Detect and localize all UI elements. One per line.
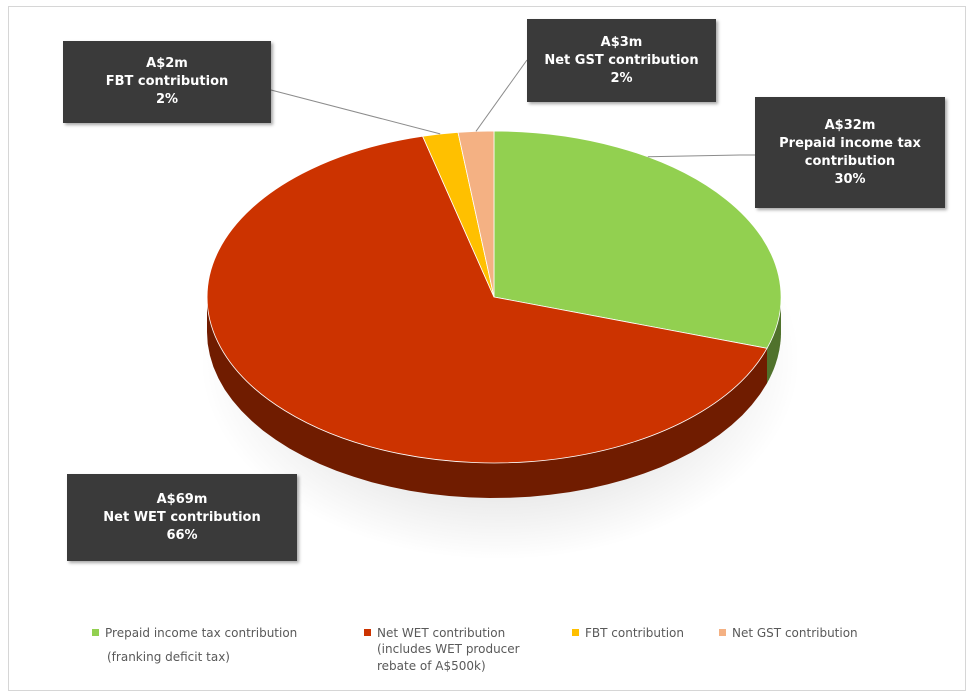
- legend-swatch-gst: [719, 629, 726, 636]
- legend-label-wet: Net WET contribution: [377, 626, 506, 640]
- legend-note-wet-2: rebate of A$500k): [377, 659, 486, 673]
- callout-leader-lines: [270, 59, 755, 158]
- prepaid-label-line1: Prepaid income tax: [779, 135, 921, 151]
- gst-label: Net GST contribution: [544, 52, 699, 68]
- legend-swatch-fbt: [572, 629, 579, 636]
- legend-label-prepaid: Prepaid income tax contribution: [105, 626, 298, 640]
- pie-slice-net-gst-contribution: [457, 130, 495, 298]
- legend-swatch-wet: [364, 629, 371, 636]
- callout-fbt: A$2m FBT contribution 2%: [63, 41, 271, 123]
- prepaid-percent: 30%: [834, 171, 866, 187]
- legend-label-gst: Net GST contribution: [732, 626, 858, 640]
- gst-percent: 2%: [610, 70, 633, 86]
- pie-slices: [206, 130, 782, 464]
- legend-label-fbt: FBT contribution: [585, 626, 685, 640]
- wet-amount: A$69m: [156, 491, 208, 507]
- callout-wet: A$69m Net WET contribution 66%: [67, 474, 297, 561]
- callout-gst: A$3m Net GST contribution 2%: [527, 19, 716, 102]
- pie-side-prepaid-income-tax-contribution: [767, 297, 781, 384]
- wet-percent: 66%: [166, 527, 198, 543]
- legend-item-wet: Net WET contribution: [364, 626, 505, 641]
- legend: Prepaid income tax contribution (frankin…: [92, 626, 952, 690]
- legend-item-fbt: FBT contribution: [572, 626, 684, 641]
- legend-item-prepaid: Prepaid income tax contribution: [92, 626, 297, 641]
- pie-side-net-wet-contribution: [207, 297, 767, 498]
- legend-note-prepaid: (franking deficit tax): [107, 650, 230, 664]
- leader-gst: [475, 59, 528, 132]
- legend-swatch-prepaid: [92, 629, 99, 636]
- legend-item-gst: Net GST contribution: [719, 626, 858, 641]
- leader-prepaid: [647, 154, 755, 158]
- prepaid-label-line2: contribution: [804, 153, 896, 169]
- wet-label: Net WET contribution: [103, 509, 261, 525]
- prepaid-amount: A$32m: [824, 117, 876, 133]
- pie-slice-net-wet-contribution: [206, 135, 768, 464]
- legend-note-wet-1: (includes WET producer: [377, 642, 520, 656]
- callout-prepaid: A$32m Prepaid income tax contribution 30…: [755, 97, 945, 208]
- fbt-label: FBT contribution: [105, 74, 229, 89]
- pie-depth-layer: [207, 297, 781, 498]
- leader-fbt: [270, 89, 441, 135]
- gst-amount: A$3m: [600, 34, 643, 50]
- fbt-amount: A$2m: [146, 56, 188, 71]
- fbt-percent: 2%: [155, 92, 179, 107]
- pie-slice-prepaid-income-tax-contribution: [493, 130, 782, 349]
